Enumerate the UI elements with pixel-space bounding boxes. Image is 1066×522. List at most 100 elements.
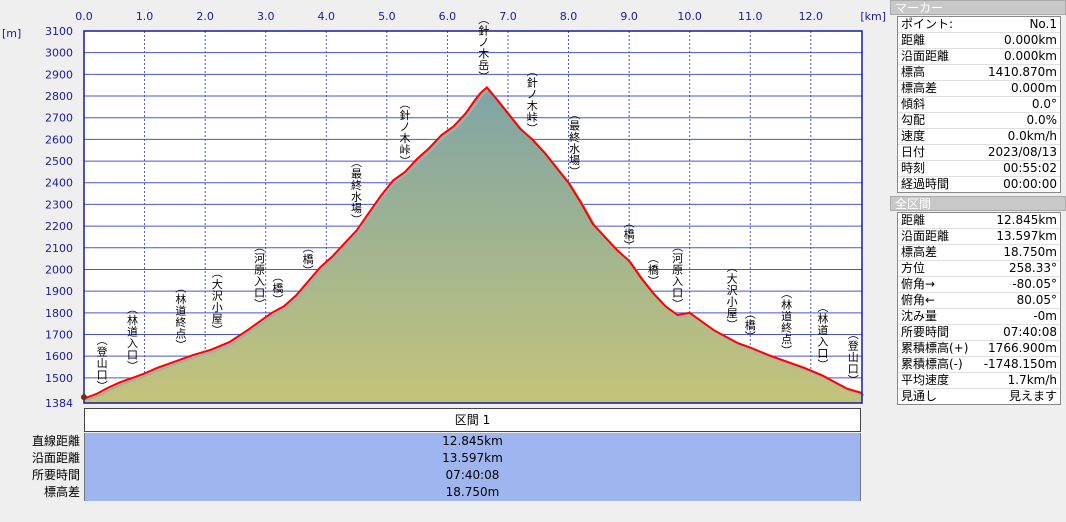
- x-tick-label: 3.0: [257, 10, 275, 23]
- waypoint-label: ︵針ノ木峠︶: [527, 65, 538, 135]
- info-key: 勾配: [901, 113, 926, 127]
- info-row: 沿面距離 0.000km: [898, 49, 1060, 65]
- info-row: 平均速度 1.7km/h: [898, 373, 1060, 389]
- info-key: ポイント:: [901, 17, 954, 31]
- waypoint-label: ︵大沢小屋︶: [727, 261, 738, 332]
- waypoint-label: ︵河原入口︶: [672, 241, 683, 312]
- info-value: 18.750m: [1003, 245, 1057, 259]
- info-row: 所要時間 07:40:08: [898, 325, 1060, 341]
- x-tick-label: 4.0: [318, 10, 336, 23]
- info-row: 距離 0.000km: [898, 33, 1060, 49]
- marker-info-table: ポイント: No.1 距離 0.000km 沿面距離 0.000km 標高 1410.870m…: [897, 16, 1061, 193]
- info-key: 俯角←: [901, 293, 936, 307]
- waypoint-label: ︵橋︶: [648, 252, 659, 288]
- y-tick-label: 1900: [45, 285, 73, 298]
- summary-row: 標高差 18.750m: [0, 484, 888, 501]
- info-value: 0.000m: [1010, 81, 1057, 95]
- waypoint-label: ︵林道終点︶: [781, 287, 792, 358]
- summary-row: 沿面距離 13.597km: [0, 450, 888, 467]
- y-tick-label: 2800: [45, 90, 73, 103]
- info-key: 標高: [901, 65, 926, 79]
- waypoint-label: ︵針ノ木岳︶: [478, 13, 489, 84]
- info-row: 標高差 18.750m: [898, 245, 1060, 261]
- info-row: 累積標高(+) 1766.900m: [898, 341, 1060, 357]
- info-row: 勾配 0.0%: [898, 113, 1060, 129]
- section-summary-table: 直線距離 12.845km 沿面距離 13.597km 所要時間 07:40:08 標高差 1…: [0, 433, 888, 501]
- info-key: 標高差: [901, 245, 938, 259]
- info-key: 累積標高(+): [901, 341, 969, 355]
- info-value: -1748.150m: [983, 357, 1057, 371]
- info-key: 経過時間: [901, 177, 950, 191]
- x-tick-label: 6.0: [439, 10, 457, 23]
- info-value: 13.597km: [996, 229, 1057, 243]
- y-tick-label: 2000: [45, 263, 73, 276]
- x-tick-label: 5.0: [378, 10, 396, 23]
- info-row: 標高 1410.870m: [898, 65, 1060, 81]
- info-row: 日付 2023/08/13: [898, 145, 1060, 161]
- y-tick-label: 1700: [45, 328, 73, 341]
- info-value: No.1: [1029, 17, 1057, 31]
- info-row: 傾斜 0.0°: [898, 97, 1060, 113]
- info-value: 0.000km: [1004, 49, 1057, 63]
- info-row: 見通し 見えます: [898, 389, 1060, 404]
- info-key: 方位: [901, 261, 926, 275]
- section-header[interactable]: 区間 1: [84, 408, 861, 432]
- waypoint-label: ︵林道入口︶: [127, 303, 138, 374]
- info-value: 00:00:00: [1003, 177, 1057, 191]
- waypoint-label: ︵針ノ木峠︶: [400, 97, 411, 167]
- elevation-line: [83, 85, 863, 399]
- y-tick-label: 2600: [45, 133, 73, 146]
- section-title: 区間 1: [454, 413, 491, 427]
- summary-value: 18.750m: [84, 484, 861, 501]
- waypoint-label: ︵大沢小屋︶: [212, 267, 223, 338]
- x-tick-label: 9.0: [620, 10, 638, 23]
- info-value: -0m: [1033, 309, 1057, 323]
- info-row: ポイント: No.1: [898, 17, 1060, 33]
- info-row: 沈み量 -0m: [898, 309, 1060, 325]
- x-tick-label: 7.0: [499, 10, 517, 23]
- y-tick-label: 3100: [45, 25, 73, 38]
- section-panel-title: 全区間: [890, 196, 1066, 211]
- info-key: 見通し: [901, 389, 938, 403]
- summary-value: 12.845km: [84, 433, 861, 450]
- info-value: 1.7km/h: [1007, 373, 1057, 387]
- info-row: 沿面距離 13.597km: [898, 229, 1060, 245]
- info-key: 標高差: [901, 81, 938, 95]
- x-tick-label: 2.0: [196, 10, 214, 23]
- elevation-chart[interactable]: 3100 3000 2900 2800 2700 2600 2500 2400 2300 2200…: [0, 0, 888, 522]
- info-key: 俯角→: [901, 277, 936, 291]
- y-axis-unit: [m]: [2, 27, 21, 40]
- info-value: 80.05°: [1016, 293, 1057, 307]
- x-axis-unit: [km]: [860, 10, 886, 23]
- waypoint-label: ︵最終水場︶: [351, 156, 362, 227]
- x-tick-label: 10.0: [677, 10, 702, 23]
- y-tick-label: 2300: [45, 198, 73, 211]
- info-key: 時刻: [901, 161, 926, 175]
- info-value: 0.000km: [1004, 33, 1057, 47]
- x-tick-label: 11.0: [738, 10, 763, 23]
- info-row: 距離 12.845km: [898, 213, 1060, 229]
- info-row: 標高差 0.000m: [898, 81, 1060, 97]
- elevation-profile-svg[interactable]: 3100 3000 2900 2800 2700 2600 2500 2400 2300 2200…: [0, 0, 888, 408]
- info-value: 見えます: [1008, 389, 1057, 403]
- info-key: 傾斜: [901, 97, 926, 111]
- summary-row: 直線距離 12.845km: [0, 433, 888, 450]
- y-tick-label: 1600: [45, 350, 73, 363]
- waypoint-label: ︵橋︶: [624, 217, 635, 253]
- x-tick-label: 12.0: [799, 10, 824, 23]
- y-tick-label: 1800: [45, 307, 73, 320]
- info-row: 経過時間 00:00:00: [898, 177, 1060, 192]
- info-value: 258.33°: [1009, 261, 1057, 275]
- info-value: -80.05°: [1012, 277, 1057, 291]
- info-key: 距離: [901, 33, 926, 47]
- waypoint-label: ︵橋︶: [303, 241, 314, 277]
- info-key: 距離: [901, 213, 926, 227]
- summary-label: 標高差: [43, 485, 80, 499]
- info-value: 2023/08/13: [987, 145, 1057, 159]
- summary-row: 所要時間 07:40:08: [0, 467, 888, 484]
- info-value: 0.0°: [1031, 97, 1057, 111]
- y-tick-label: 2400: [45, 177, 73, 190]
- info-row: 俯角→ -80.05°: [898, 277, 1060, 293]
- start-point-marker: [81, 394, 87, 401]
- summary-value: 07:40:08: [84, 467, 861, 484]
